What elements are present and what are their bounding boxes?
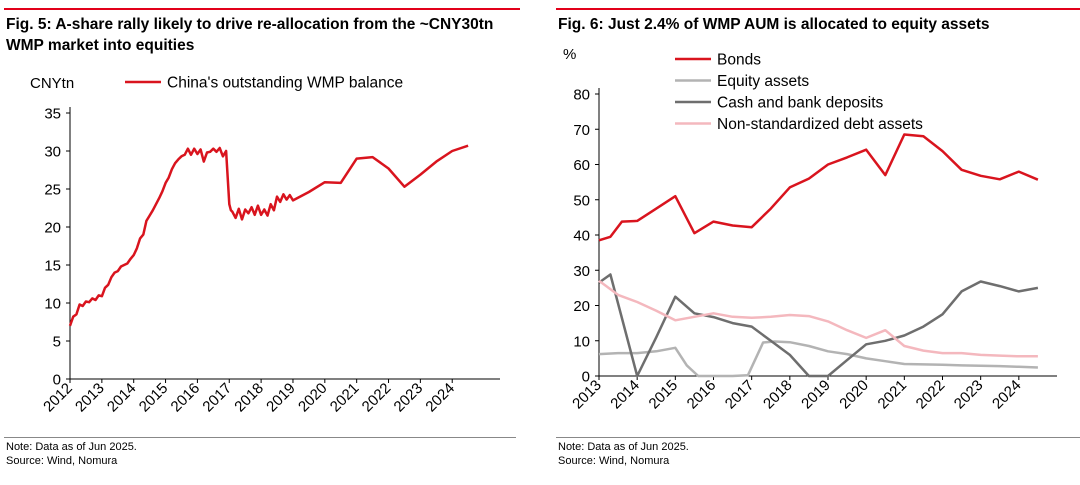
x-tick-label: 2023 [391, 380, 427, 416]
footer-rule [4, 437, 516, 438]
figure-6-title: Fig. 6: Just 2.4% of WMP AUM is allocate… [558, 16, 990, 33]
figure-5-panel: Fig. 5: A-share rally likely to drive re… [0, 0, 520, 485]
x-tick-label: 2015 [136, 380, 172, 416]
y-tick-label: 40 [573, 228, 590, 245]
legend-label: Bonds [717, 52, 761, 69]
title-rule [4, 8, 520, 10]
figure-5-title: Fig. 5: A-share rally likely to drive re… [6, 16, 494, 54]
x-tick-label: 2022 [913, 377, 949, 413]
figure-6-panel: Fig. 6: Just 2.4% of WMP AUM is allocate… [552, 0, 1080, 485]
x-tick-label: 2013 [72, 380, 108, 416]
x-tick-label: 2024 [422, 380, 458, 416]
x-tick-label: 2020 [836, 377, 872, 413]
x-tick-label: 2016 [168, 380, 204, 416]
x-tick-label: 2024 [989, 377, 1025, 413]
y-tick-label: 0 [53, 372, 61, 389]
figure-6-note: Note: Data as of Jun 2025. [558, 441, 689, 453]
y-tick-label: 60 [573, 157, 590, 174]
series-line-equity-assets [598, 340, 1038, 378]
y-tick-label: 20 [44, 220, 61, 237]
y-tick-label: 30 [573, 263, 590, 280]
x-tick-label: 2019 [263, 380, 299, 416]
x-tick-label: 2016 [684, 377, 720, 413]
x-tick-label: 2022 [359, 380, 395, 416]
series-line-bonds [598, 133, 1039, 242]
series-line-china-s-outstanding-wmp-balance [68, 144, 469, 327]
x-tick-label: 2014 [104, 380, 140, 416]
x-tick-label: 2018 [231, 380, 267, 416]
series-line-cash-and-bank-deposits [598, 273, 1039, 378]
y-tick-label: 35 [44, 106, 61, 123]
y-tick-label: 20 [573, 298, 590, 315]
x-tick-label: 2017 [199, 380, 235, 416]
x-tick-label: 2014 [607, 377, 643, 413]
legend-label: China's outstanding WMP balance [167, 75, 403, 92]
x-tick-label: 2012 [40, 380, 76, 416]
figure-6-source: Source: Wind, Nomura [558, 455, 670, 467]
figure-5-note: Note: Data as of Jun 2025. [6, 441, 137, 453]
legend-label: Cash and bank deposits [717, 95, 884, 112]
footer-rule [556, 437, 1080, 438]
legend-label: Non-standardized debt assets [717, 116, 923, 133]
y-tick-label: 30 [44, 144, 61, 161]
x-tick-label: 2015 [646, 377, 682, 413]
figure-5-source: Source: Wind, Nomura [6, 455, 118, 467]
y-axis-label: CNYtn [30, 75, 74, 92]
title-rule [556, 8, 1080, 10]
y-tick-label: 15 [44, 258, 61, 275]
y-tick-label: 5 [53, 334, 61, 351]
y-tick-label: 10 [573, 333, 590, 350]
series-line-non-standardized-debt-assets [598, 279, 1038, 358]
y-axis-label: % [563, 46, 576, 63]
y-tick-label: 50 [573, 192, 590, 209]
legend-label: Equity assets [717, 73, 809, 90]
x-tick-label: 2023 [951, 377, 987, 413]
x-tick-label: 2018 [760, 377, 796, 413]
y-tick-label: 80 [573, 87, 590, 104]
y-tick-label: 0 [582, 369, 590, 386]
y-tick-label: 10 [44, 296, 61, 313]
y-tick-label: 25 [44, 182, 61, 199]
x-tick-label: 2013 [569, 377, 605, 413]
y-tick-label: 70 [573, 122, 590, 139]
x-tick-label: 2017 [722, 377, 758, 413]
x-tick-label: 2020 [295, 380, 331, 416]
x-tick-label: 2019 [798, 377, 834, 413]
x-tick-label: 2021 [875, 377, 911, 413]
x-tick-label: 2021 [327, 380, 363, 416]
figure-5-chart: 0510152025303520122013201420152016201720… [30, 75, 500, 416]
